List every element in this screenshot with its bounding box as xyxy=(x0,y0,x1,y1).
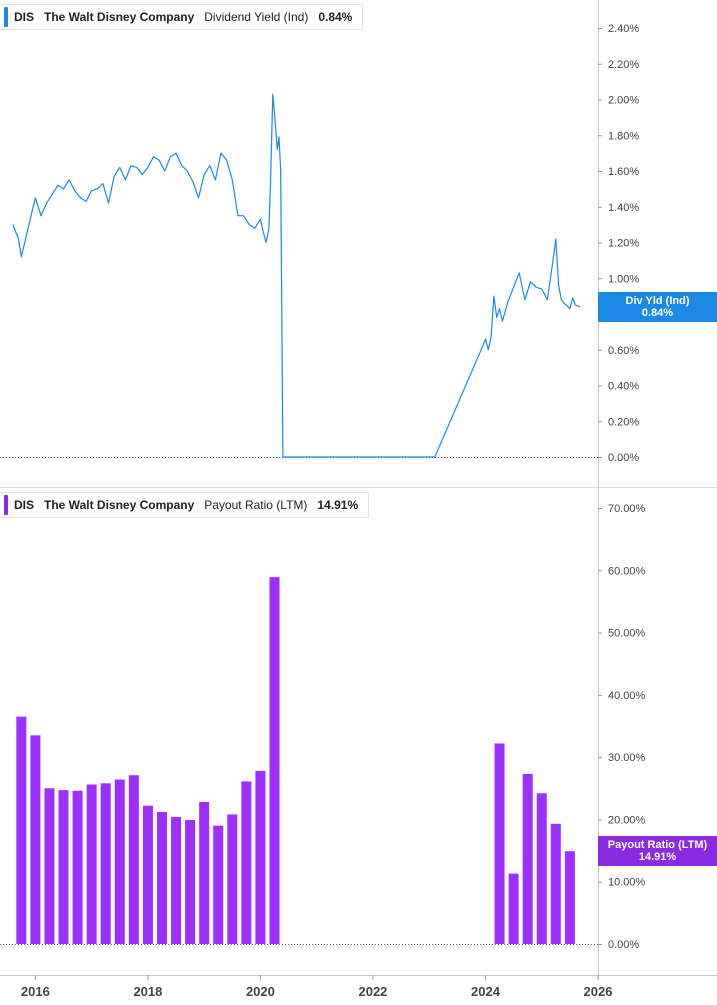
y-tick-label: 50.00% xyxy=(608,628,646,640)
payout-ratio-bar xyxy=(86,784,97,944)
metric-name: Dividend Yield (Ind) xyxy=(204,10,309,24)
payout-ratio-bar xyxy=(213,825,224,944)
y-tick-label: 60.00% xyxy=(608,565,646,577)
y-tick-label: 0.00% xyxy=(608,939,639,951)
payout-ratio-bar xyxy=(550,823,561,944)
dividend-yield-line xyxy=(12,93,581,458)
y-tick-label: 10.00% xyxy=(608,877,646,889)
payout-ratio-bar xyxy=(128,775,139,944)
y-tick-label: 40.00% xyxy=(608,690,646,702)
payout-ratio-legend: DIS The Walt Disney Company Payout Ratio… xyxy=(0,492,370,518)
y-tick-label: 1.40% xyxy=(608,202,639,214)
y-tick-label: 0.00% xyxy=(608,452,639,464)
payout-ratio-bar xyxy=(185,820,196,944)
payout-ratio-bar xyxy=(564,851,575,944)
payout-ratio-bar xyxy=(522,773,533,944)
y-tick-label: 0.40% xyxy=(608,381,639,393)
payout-ratio-bar xyxy=(30,735,41,944)
x-tick-label: 2026 xyxy=(584,984,613,999)
y-tick-label: 0.20% xyxy=(608,416,639,428)
ticker-label: DIS xyxy=(14,10,35,24)
tag-value: 0.84% xyxy=(641,306,674,319)
dividend-yield-legend: DIS The Walt Disney Company Dividend Yie… xyxy=(0,4,364,30)
x-tick-label: 2018 xyxy=(133,984,162,999)
y-tick-label: 2.40% xyxy=(608,23,639,35)
legend-color-marker xyxy=(4,7,8,27)
payout-ratio-bar xyxy=(44,788,55,944)
payout-ratio-bar xyxy=(142,805,153,944)
company-name: The Walt Disney Company xyxy=(44,10,195,24)
dividend-yield-pane: 0.00%0.20%0.40%0.60%0.80%1.00%1.20%1.40%… xyxy=(0,23,639,464)
y-tick-label: 2.20% xyxy=(608,59,639,71)
y-tick-label: 1.00% xyxy=(608,273,639,285)
payout-ratio-bar xyxy=(58,790,69,944)
tag-label: Div Yld (Ind) xyxy=(625,294,690,307)
payout-ratio-value-tag: Payout Ratio (LTM) 14.91% xyxy=(598,836,717,867)
x-tick-label: 2022 xyxy=(358,984,387,999)
y-tick-label: 1.80% xyxy=(608,130,639,142)
y-tick-label: 0.60% xyxy=(608,345,639,357)
y-tick-label: 20.00% xyxy=(608,814,646,826)
x-tick-label: 2016 xyxy=(21,984,50,999)
x-tick-label: 2020 xyxy=(246,984,275,999)
payout-ratio-bar xyxy=(269,577,280,944)
payout-ratio-bar xyxy=(199,801,210,944)
payout-ratio-bar xyxy=(156,811,167,944)
legend-color-marker xyxy=(4,495,8,515)
payout-ratio-bar xyxy=(171,816,182,944)
payout-ratio-bar xyxy=(114,779,125,944)
y-tick-label: 1.20% xyxy=(608,238,639,250)
payout-ratio-bar xyxy=(255,770,266,944)
tag-value: 14.91% xyxy=(638,851,677,864)
dividend-yield-value-tag: Div Yld (Ind) 0.84% xyxy=(598,291,717,322)
metric-value: 14.91% xyxy=(317,498,359,512)
metric-name: Payout Ratio (LTM) xyxy=(204,498,308,512)
ticker-label: DIS xyxy=(14,498,35,512)
y-tick-label: 70.00% xyxy=(608,503,646,515)
payout-ratio-bar xyxy=(536,793,547,944)
payout-ratio-bar xyxy=(100,783,111,944)
payout-ratio-bar xyxy=(16,716,27,944)
metric-value: 0.84% xyxy=(318,10,353,24)
payout-ratio-bar xyxy=(508,873,519,944)
payout-ratio-bar xyxy=(241,781,252,944)
payout-ratio-bar xyxy=(227,814,238,944)
company-name: The Walt Disney Company xyxy=(44,498,195,512)
x-tick-label: 2024 xyxy=(471,984,501,999)
tag-label: Payout Ratio (LTM) xyxy=(607,839,708,852)
y-tick-label: 1.60% xyxy=(608,166,639,178)
y-tick-label: 2.00% xyxy=(608,95,639,107)
payout-ratio-pane: 0.00% 10.00% 20.00% 30.00% 40.00% 50.00% 60.00… xyxy=(0,503,646,951)
payout-ratio-bar xyxy=(72,790,83,944)
y-tick-label: 30.00% xyxy=(608,752,646,764)
payout-ratio-bar xyxy=(494,743,505,944)
